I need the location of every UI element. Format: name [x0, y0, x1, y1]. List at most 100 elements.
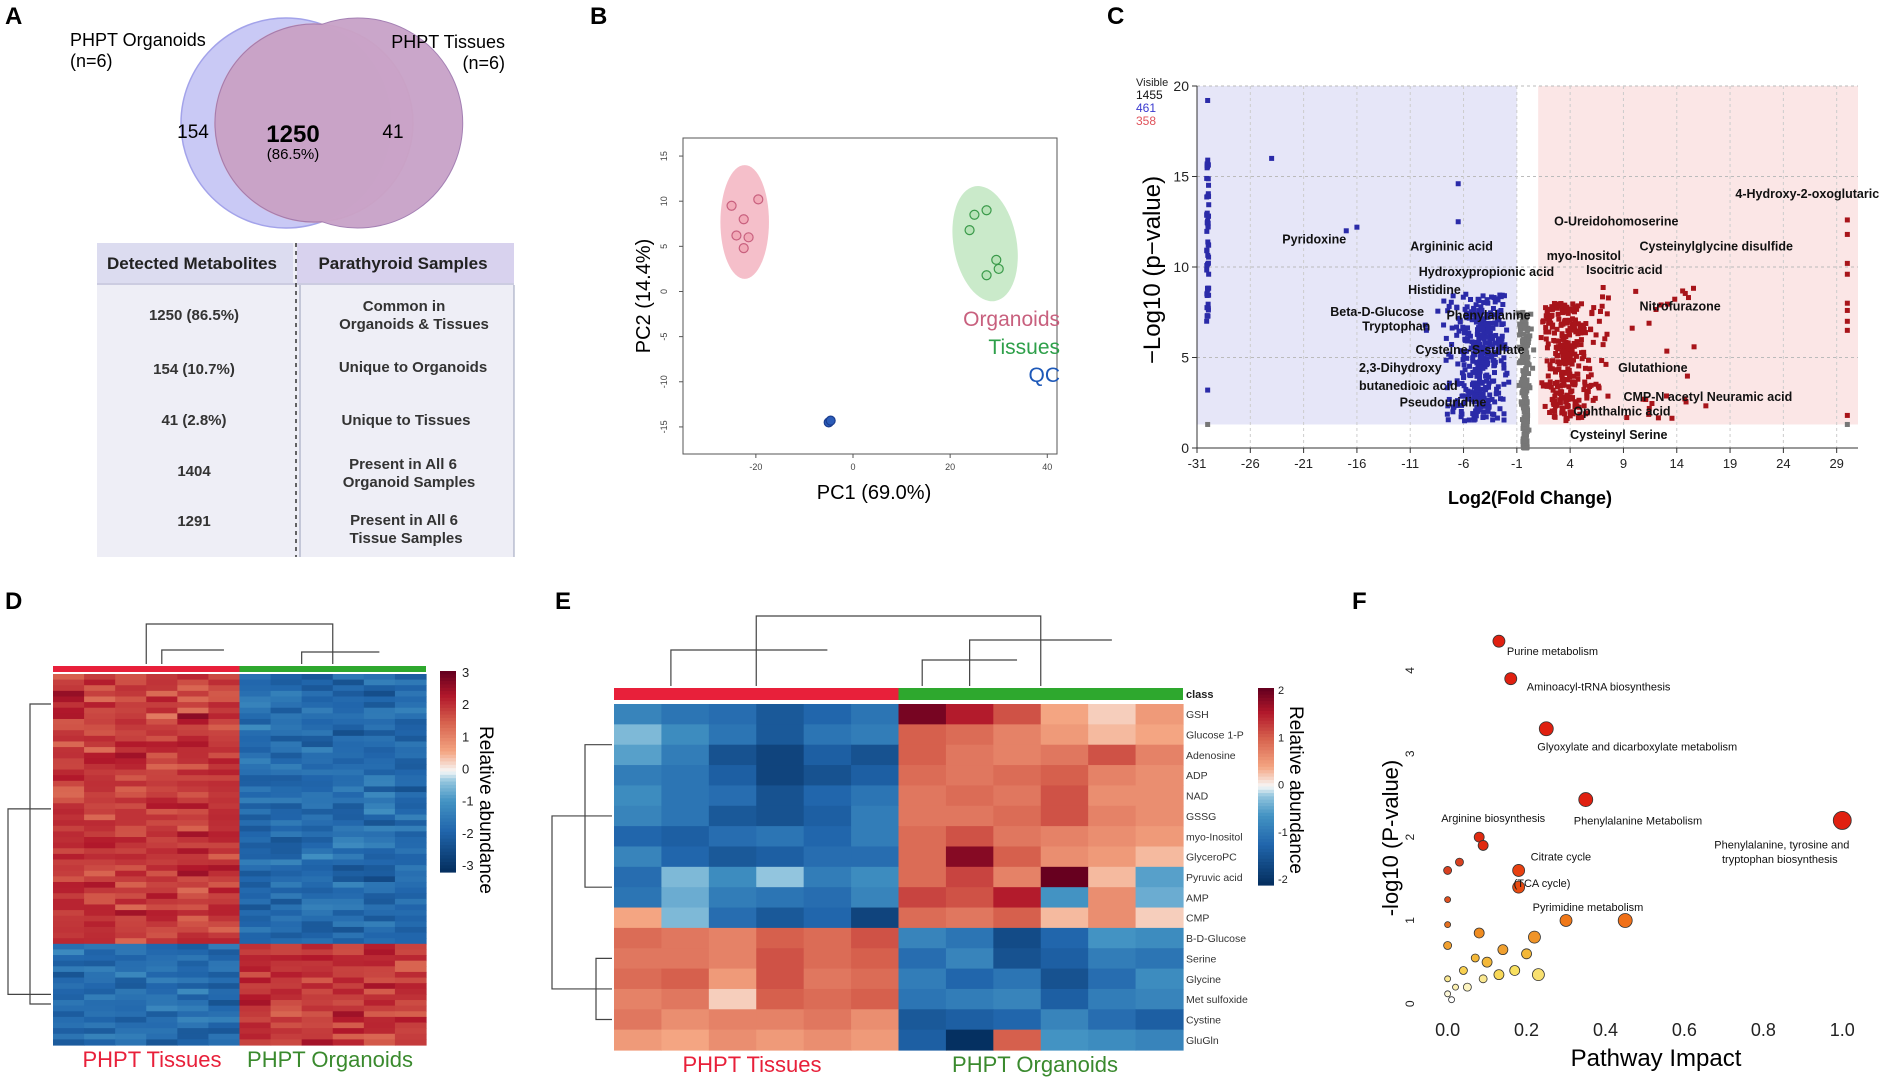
heatmap-e-cell	[993, 887, 1042, 909]
heatmap-d-cell	[177, 741, 210, 748]
heatmap-e-cell	[1088, 765, 1137, 787]
heatmap-d-cell	[146, 1028, 178, 1035]
heatmap-d-cell	[177, 775, 210, 782]
volcano-y-tick-label: 15	[1173, 169, 1189, 185]
heatmap-d-cell	[208, 758, 241, 765]
volcano-point	[1576, 397, 1582, 403]
heatmap-e-cell	[1088, 1009, 1137, 1031]
heatmap-e-colorbar-step	[1258, 710, 1274, 715]
pca-y-tick-label: -5	[659, 333, 669, 341]
volcano-point	[1448, 354, 1454, 360]
heatmap-e-cell	[1135, 907, 1184, 929]
heatmap-e-row-label: GSSG	[1186, 811, 1216, 823]
heatmap-d-cell	[208, 718, 241, 726]
volcano-point	[1574, 371, 1580, 377]
heatmap-e-colorbar-step	[1258, 730, 1274, 735]
heatmap-d-cell	[239, 786, 272, 793]
volcano-point	[1502, 342, 1508, 348]
volcano-point	[1528, 311, 1534, 317]
volcano-point	[1522, 438, 1528, 444]
volcano-point	[1492, 340, 1498, 346]
heatmap-d-cell	[363, 887, 396, 894]
heatmap-d-cell	[332, 724, 365, 731]
heatmap-d-cell	[115, 971, 147, 979]
heatmap-e-cell	[851, 724, 900, 746]
volcano-point	[1464, 315, 1470, 321]
heatmap-e-colorbar-step	[1258, 881, 1274, 886]
volcano-point	[1500, 301, 1506, 307]
heatmap-d-cell	[270, 735, 303, 743]
heatmap-d-cell	[53, 876, 85, 883]
heatmap-d-cell	[332, 1000, 365, 1007]
heatmap-d-cell	[208, 955, 241, 962]
volcano-point	[1565, 394, 1571, 400]
heatmap-e-cell	[898, 1009, 947, 1031]
heatmap-d-cell	[115, 859, 147, 866]
volcano-y-tick-label: 20	[1173, 78, 1189, 94]
volcano-point	[1567, 306, 1573, 312]
heatmap-d-cell	[270, 679, 303, 686]
heatmap-d-cell	[146, 1011, 178, 1018]
heatmap-d-cell	[84, 747, 116, 754]
heatmap-d-cell	[332, 713, 365, 720]
heatmap-d-cell	[363, 1016, 396, 1024]
heatmap-d-cell	[394, 837, 427, 844]
heatmap-d-cell	[363, 983, 396, 990]
heatmap-e-cell	[661, 826, 710, 848]
heatmap-d-cell	[363, 848, 396, 855]
pathway-x-label: Pathway Impact	[1571, 1045, 1742, 1072]
heatmap-e-cell	[851, 907, 900, 929]
heatmap-d-cell	[332, 865, 365, 872]
heatmap-e-colorbar-step	[1258, 852, 1274, 857]
heatmap-d-colorbar-step	[440, 674, 456, 679]
heatmap-e-cell	[1088, 704, 1137, 725]
heatmap-e-cell	[614, 1029, 663, 1051]
heatmap-e-cell	[756, 1029, 805, 1051]
volcano-x-tick-label: -21	[1294, 456, 1313, 471]
heatmap-d-cell	[177, 921, 210, 928]
heatmap-e-cell	[803, 887, 852, 909]
volcano-point	[1553, 390, 1559, 396]
volcano-point	[1205, 157, 1211, 163]
heatmap-d-cell	[115, 865, 147, 872]
heatmap-e-row-label: B-D-Glucose	[1186, 933, 1246, 945]
heatmap-e-cell	[898, 744, 947, 766]
volcano-point	[1543, 305, 1549, 311]
heatmap-d-colorbar-step	[440, 821, 456, 826]
heatmap-d-cell	[239, 926, 272, 934]
heatmap-d-cell	[270, 910, 303, 917]
heatmap-e-cell	[756, 988, 805, 1010]
volcano-point	[1525, 342, 1531, 348]
volcano-annotation: Histidine	[1408, 283, 1461, 297]
heatmap-d-cell	[177, 1028, 210, 1035]
heatmap-e-colorbar-step	[1258, 691, 1274, 696]
heatmap-d-cell	[177, 1011, 210, 1018]
volcano-point	[1567, 413, 1573, 419]
volcano-point	[1493, 391, 1499, 397]
heatmap-e-cell	[614, 724, 663, 746]
volcano-point	[1538, 335, 1544, 341]
heatmap-e-colorbar-step	[1258, 865, 1274, 870]
volcano-point	[1491, 349, 1497, 355]
heatmap-d-cell	[332, 718, 365, 726]
heatmap-e-cell	[756, 907, 805, 929]
heatmap-d-colorbar-step	[440, 841, 456, 846]
volcano-annotation: Pseudouridine	[1400, 395, 1487, 409]
volcano-point	[1465, 325, 1471, 331]
heatmap-d-cell	[363, 741, 396, 748]
heatmap-d-cell	[208, 876, 241, 883]
heatmap-e-cell	[993, 927, 1042, 949]
heatmap-d-cell	[394, 983, 427, 990]
heatmap-d-cell	[332, 1028, 365, 1035]
heatmap-d-cell	[146, 1039, 178, 1046]
heatmap-e-cell	[945, 1009, 994, 1031]
heatmap-e-row-label: GluGln	[1186, 1035, 1219, 1047]
heatmap-e-row-label: Serine	[1186, 953, 1217, 965]
volcano-point	[1455, 381, 1461, 387]
heatmap-d-cell	[270, 780, 303, 788]
pca-point-tissues	[993, 263, 1004, 275]
heatmap-e-cell	[803, 744, 852, 766]
heatmap-d-cell	[363, 949, 396, 956]
heatmap-e-cell	[1135, 765, 1184, 787]
heatmap-d-cell	[84, 921, 116, 928]
